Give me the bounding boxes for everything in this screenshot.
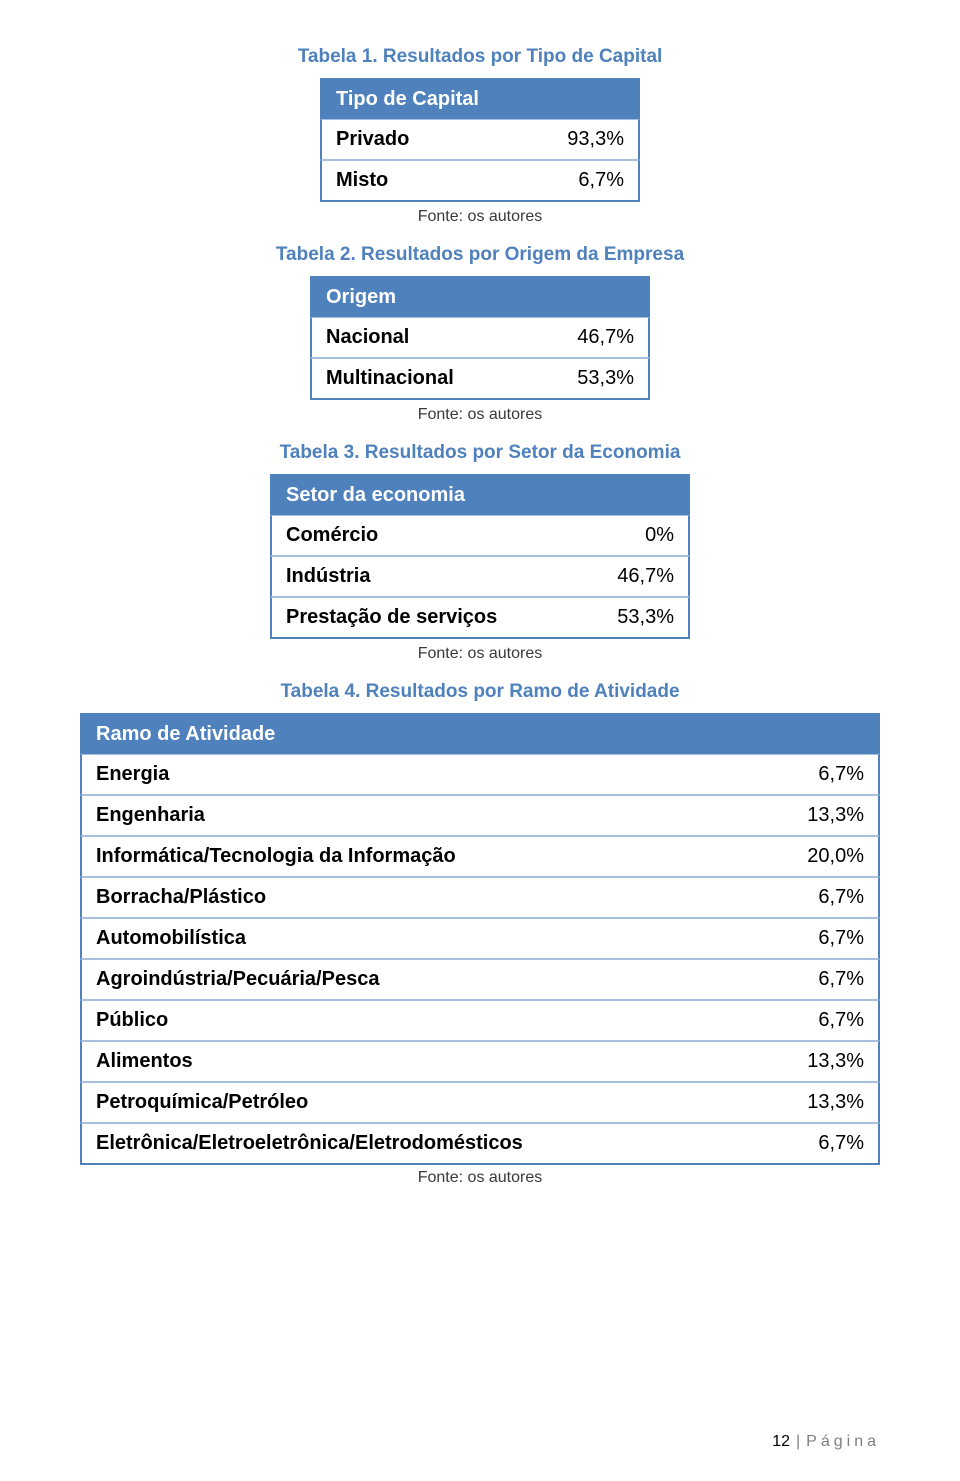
table-row: Prestação de serviços53,3%: [270, 597, 690, 639]
row-label: Nacional: [310, 317, 529, 358]
row-label: Borracha/Plástico: [80, 877, 752, 918]
row-label: Automobilística: [80, 918, 752, 959]
row-value: 6,7%: [752, 1123, 880, 1165]
footer-separator: |: [796, 1433, 800, 1450]
table-header: Setor da economia: [270, 474, 690, 515]
table-header: Origem: [310, 276, 650, 317]
row-value: 6,7%: [752, 877, 880, 918]
row-value: 13,3%: [752, 1041, 880, 1082]
table-row: Automobilística6,7%: [80, 918, 880, 959]
row-label: Alimentos: [80, 1041, 752, 1082]
table3-wrap: Setor da economiaComércio0%Indústria46,7…: [80, 474, 880, 643]
row-label: Agroindústria/Pecuária/Pesca: [80, 959, 752, 1000]
table-header: Tipo de Capital: [320, 78, 640, 119]
table2-caption: Tabela 2. Resultados por Origem da Empre…: [80, 244, 880, 266]
row-value: 53,3%: [529, 358, 650, 400]
table-row: Indústria46,7%: [270, 556, 690, 597]
row-label: Multinacional: [310, 358, 529, 400]
row-value: 13,3%: [752, 795, 880, 836]
row-label: Informática/Tecnologia da Informação: [80, 836, 752, 877]
table-row: Engenharia13,3%: [80, 795, 880, 836]
table2: OrigemNacional46,7%Multinacional53,3%: [310, 276, 650, 400]
table-row: Petroquímica/Petróleo13,3%: [80, 1082, 880, 1123]
table-row: Nacional46,7%: [310, 317, 650, 358]
table-row: Agroindústria/Pecuária/Pesca6,7%: [80, 959, 880, 1000]
row-label: Privado: [320, 119, 494, 160]
row-value: 6,7%: [752, 959, 880, 1000]
table-header: Ramo de Atividade: [80, 713, 880, 754]
row-label: Prestação de serviços: [270, 597, 579, 639]
table2-source: Fonte: os autores: [80, 406, 880, 424]
table4-source: Fonte: os autores: [80, 1169, 880, 1187]
table1-caption: Tabela 1. Resultados por Tipo de Capital: [80, 46, 880, 68]
page-footer: 12 | Página: [772, 1433, 880, 1451]
row-label: Eletrônica/Eletroeletrônica/Eletrodomést…: [80, 1123, 752, 1165]
row-value: 20,0%: [752, 836, 880, 877]
row-value: 6,7%: [752, 754, 880, 795]
table3-caption: Tabela 3. Resultados por Setor da Econom…: [80, 442, 880, 464]
row-label: Energia: [80, 754, 752, 795]
row-label: Comércio: [270, 515, 579, 556]
table-row: Borracha/Plástico6,7%: [80, 877, 880, 918]
table-row: Misto6,7%: [320, 160, 640, 202]
row-value: 46,7%: [579, 556, 690, 597]
row-label: Engenharia: [80, 795, 752, 836]
row-value: 0%: [579, 515, 690, 556]
table-row: Eletrônica/Eletroeletrônica/Eletrodomést…: [80, 1123, 880, 1165]
table-row: Energia6,7%: [80, 754, 880, 795]
row-value: 46,7%: [529, 317, 650, 358]
table3: Setor da economiaComércio0%Indústria46,7…: [270, 474, 690, 639]
row-label: Público: [80, 1000, 752, 1041]
table-row: Comércio0%: [270, 515, 690, 556]
row-value: 53,3%: [579, 597, 690, 639]
table-row: Multinacional53,3%: [310, 358, 650, 400]
row-value: 13,3%: [752, 1082, 880, 1123]
table-row: Informática/Tecnologia da Informação20,0…: [80, 836, 880, 877]
table4: Ramo de AtividadeEnergia6,7%Engenharia13…: [80, 713, 880, 1165]
table-row: Alimentos13,3%: [80, 1041, 880, 1082]
row-label: Petroquímica/Petróleo: [80, 1082, 752, 1123]
table1-wrap: Tipo de CapitalPrivado93,3%Misto6,7%: [80, 78, 880, 206]
table2-wrap: OrigemNacional46,7%Multinacional53,3%: [80, 276, 880, 404]
footer-page-number: 12: [772, 1433, 790, 1450]
table3-source: Fonte: os autores: [80, 645, 880, 663]
table-row: Público6,7%: [80, 1000, 880, 1041]
row-label: Misto: [320, 160, 494, 202]
footer-page-word: Página: [806, 1433, 880, 1450]
table-row: Privado93,3%: [320, 119, 640, 160]
row-value: 6,7%: [752, 1000, 880, 1041]
table4-caption: Tabela 4. Resultados por Ramo de Ativida…: [80, 681, 880, 703]
row-value: 6,7%: [752, 918, 880, 959]
row-value: 93,3%: [494, 119, 640, 160]
table1: Tipo de CapitalPrivado93,3%Misto6,7%: [320, 78, 640, 202]
row-value: 6,7%: [494, 160, 640, 202]
table1-source: Fonte: os autores: [80, 208, 880, 226]
row-label: Indústria: [270, 556, 579, 597]
